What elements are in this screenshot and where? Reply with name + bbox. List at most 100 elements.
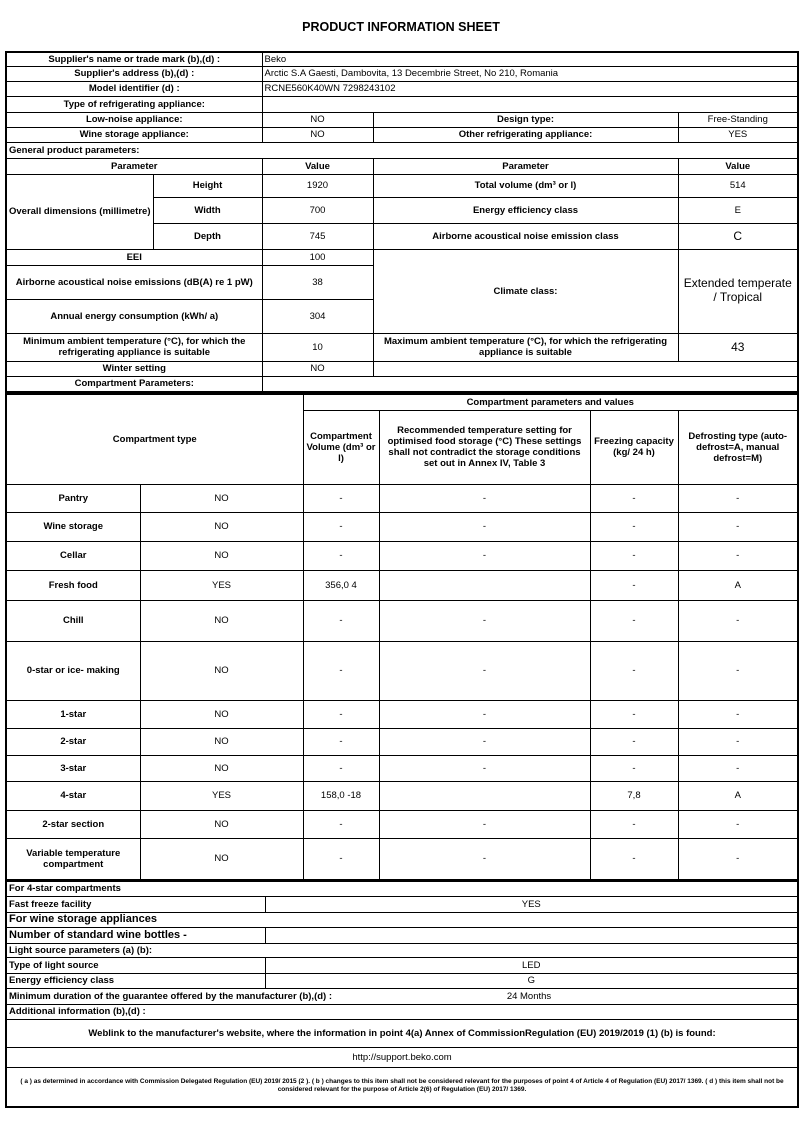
compartment-heading: Compartment Parameters: bbox=[5, 375, 263, 393]
compartment-present: NO bbox=[139, 540, 304, 571]
other-appliance-label: Other refrigerating appliance: bbox=[372, 126, 679, 143]
compartment-row: 1-star NO - - - - bbox=[5, 699, 799, 729]
light-heading: Light source parameters (a) (b): bbox=[5, 942, 799, 958]
supplier-address-value: Arctic S.A Gaesti, Dambovita, 13 Decembr… bbox=[261, 65, 799, 82]
wine-storage-label: Wine storage appliance: bbox=[5, 126, 263, 143]
bottles-label: Number of standard wine bottles - bbox=[5, 926, 266, 944]
depth-label: Depth bbox=[152, 222, 263, 250]
compartment-row: Fresh food YES 356,0 4 -A bbox=[5, 569, 799, 601]
compartment-defrost: - bbox=[677, 483, 799, 513]
compartment-name: Chill bbox=[5, 599, 141, 642]
compartment-type-header: Compartment type bbox=[5, 393, 304, 485]
general-params-heading: General product parameters: bbox=[5, 141, 799, 159]
compartment-volume: - bbox=[302, 483, 380, 513]
compartment-row: Pantry NO - - - - bbox=[5, 483, 799, 513]
compartment-temp: - bbox=[378, 699, 591, 729]
compartment-temp: - bbox=[378, 727, 591, 756]
compartment-volume: 356,0 4 bbox=[302, 569, 380, 601]
compartment-volume: 158,0 -18 bbox=[302, 780, 380, 811]
low-noise-label: Low-noise appliance: bbox=[5, 111, 263, 128]
compartment-temp: - bbox=[378, 511, 591, 542]
compartment-freezing: - bbox=[589, 699, 679, 729]
compartment-freezing: - bbox=[589, 809, 679, 839]
compartment-temp: - bbox=[378, 837, 591, 881]
compartment-present: NO bbox=[139, 699, 304, 729]
compartment-name: 1-star bbox=[5, 699, 141, 729]
noise-label: Airborne acoustical noise emissions (dB(… bbox=[5, 264, 263, 300]
max-ambient-label: Maximum ambient temperature (°C), for wh… bbox=[372, 332, 679, 362]
compartment-present: NO bbox=[139, 511, 304, 542]
noise-class-label: Airborne acoustical noise emission class bbox=[372, 222, 679, 250]
total-volume-label: Total volume (dm³ or l) bbox=[372, 173, 679, 198]
light-type-value: LED bbox=[264, 956, 799, 974]
compartment-name: 2-star bbox=[5, 727, 141, 756]
compartment-temp: - bbox=[378, 809, 591, 839]
compartment-volume: - bbox=[302, 511, 380, 542]
compartment-defrost: A bbox=[677, 569, 799, 601]
compartment-name: 2-star section bbox=[5, 809, 141, 839]
compartment-present: NO bbox=[139, 640, 304, 701]
energy-class-value: E bbox=[677, 196, 799, 224]
compartment-volume: - bbox=[302, 809, 380, 839]
compartment-row: Chill NO - - - - bbox=[5, 599, 799, 642]
empty-cell bbox=[261, 375, 799, 393]
compartment-temp: - bbox=[378, 483, 591, 513]
model-label: Model identifier (d) : bbox=[5, 80, 263, 97]
noise-class-value: C bbox=[677, 222, 799, 250]
bottles-value bbox=[264, 926, 799, 944]
winter-label: Winter setting bbox=[5, 360, 263, 377]
depth-value: 745 bbox=[261, 222, 374, 250]
compartment-present: NO bbox=[139, 727, 304, 756]
compartment-volume: - bbox=[302, 640, 380, 701]
compartment-temp bbox=[378, 780, 591, 811]
compartment-present: NO bbox=[139, 599, 304, 642]
footnote: ( a ) as determined in accordance with C… bbox=[5, 1066, 799, 1108]
compartment-present: NO bbox=[139, 754, 304, 782]
freezing-header: Freezing capacity (kg/ 24 h) bbox=[589, 409, 679, 485]
compartment-row: 2-star section NO - - - - bbox=[5, 809, 799, 839]
height-label: Height bbox=[152, 173, 263, 198]
supplier-name-value: Beko bbox=[261, 51, 799, 67]
guarantee-value: 24 Months bbox=[506, 990, 552, 1002]
compartment-defrost: - bbox=[677, 754, 799, 782]
compartment-name: Fresh food bbox=[5, 569, 141, 601]
compartment-temp: - bbox=[378, 754, 591, 782]
appliance-type-value bbox=[261, 95, 799, 113]
compartment-defrost: - bbox=[677, 599, 799, 642]
weblink-value[interactable]: http://support.beko.com bbox=[5, 1046, 799, 1068]
compartment-table: Compartment type Compartment parameters a… bbox=[5, 393, 799, 881]
max-ambient-value: 43 bbox=[677, 332, 799, 362]
light-class-value: G bbox=[264, 972, 799, 989]
compartment-row: Cellar NO - - - - bbox=[5, 540, 799, 571]
width-value: 700 bbox=[261, 196, 374, 224]
eei-label: EEI bbox=[5, 248, 263, 266]
climate-label: Climate class: bbox=[372, 248, 679, 334]
compartment-row: 3-star NO - - - - bbox=[5, 754, 799, 782]
width-label: Width bbox=[152, 196, 263, 224]
compartment-row: Wine storage NO - - - - bbox=[5, 511, 799, 542]
design-type-value: Free-Standing bbox=[677, 111, 799, 128]
compartment-temp: - bbox=[378, 640, 591, 701]
compartment-freezing: - bbox=[589, 727, 679, 756]
appliance-type-label: Type of refrigerating appliance: bbox=[5, 95, 263, 113]
compartment-freezing: - bbox=[589, 569, 679, 601]
compartment-values-header: Compartment parameters and values bbox=[302, 393, 799, 411]
param-header-2: Parameter bbox=[372, 157, 679, 175]
value-header-2: Value bbox=[677, 157, 799, 175]
eei-value: 100 bbox=[261, 248, 374, 266]
guarantee-label: Minimum duration of the guarantee offere… bbox=[9, 990, 333, 1002]
energy-class-label: Energy efficiency class bbox=[372, 196, 679, 224]
compartment-defrost: A bbox=[677, 780, 799, 811]
compartment-temp: - bbox=[378, 540, 591, 571]
temperature-header: Recommended temperature setting for opti… bbox=[378, 409, 591, 485]
wine-storage-value: NO bbox=[261, 126, 374, 143]
compartment-temp bbox=[378, 569, 591, 601]
compartment-row: Variable temperature compartment NO - - - - bbox=[5, 837, 799, 881]
compartment-defrost: - bbox=[677, 540, 799, 571]
fast-freeze-label: Fast freeze facility bbox=[5, 895, 266, 913]
annual-energy-value: 304 bbox=[261, 298, 374, 334]
compartment-temp: - bbox=[378, 599, 591, 642]
light-class-label: Energy efficiency class bbox=[5, 972, 266, 989]
compartment-freezing: - bbox=[589, 837, 679, 881]
compartment-freezing: - bbox=[589, 754, 679, 782]
